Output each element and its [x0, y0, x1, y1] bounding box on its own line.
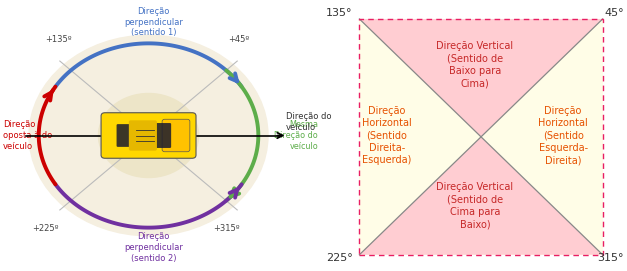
Circle shape: [98, 93, 199, 178]
Circle shape: [29, 35, 268, 236]
Text: Direção
perpendicular
(sentido 1): Direção perpendicular (sentido 1): [124, 7, 183, 37]
Bar: [359, 19, 603, 255]
FancyBboxPatch shape: [101, 113, 196, 158]
Text: Direção Vertical
(Sentido de
Cima para
Baixo): Direção Vertical (Sentido de Cima para B…: [436, 182, 514, 230]
FancyBboxPatch shape: [162, 119, 190, 152]
Text: +135º: +135º: [45, 35, 71, 44]
FancyBboxPatch shape: [153, 123, 171, 148]
Text: 135°: 135°: [326, 8, 352, 18]
Text: Direção
perpendicular
(sentido 2): Direção perpendicular (sentido 2): [124, 232, 183, 263]
Polygon shape: [359, 137, 603, 255]
Text: 225°: 225°: [326, 253, 353, 263]
Text: Direção Vertical
(Sentido de
Baixo para
Cima): Direção Vertical (Sentido de Baixo para …: [436, 41, 514, 89]
Text: +45º: +45º: [228, 35, 250, 44]
Text: +225º: +225º: [32, 224, 58, 234]
Text: Mesma
Direção do
veículo: Mesma Direção do veículo: [274, 120, 318, 151]
Polygon shape: [359, 19, 603, 137]
FancyBboxPatch shape: [129, 120, 157, 151]
Text: Direção
oposta à do
veículo: Direção oposta à do veículo: [3, 120, 53, 151]
Text: +315º: +315º: [213, 224, 240, 234]
Text: Direção do
veículo: Direção do veículo: [286, 112, 331, 132]
FancyBboxPatch shape: [117, 124, 132, 147]
Text: Direção
Horizontal
(Sentido
Direita-
Esquerda): Direção Horizontal (Sentido Direita- Esq…: [362, 106, 412, 165]
Text: 315°: 315°: [598, 253, 624, 263]
Text: Direção
Horizontal
(Sentido
Esquerda-
Direita): Direção Horizontal (Sentido Esquerda- Di…: [538, 106, 588, 165]
Text: 45°: 45°: [604, 8, 624, 18]
Bar: [359, 19, 603, 255]
